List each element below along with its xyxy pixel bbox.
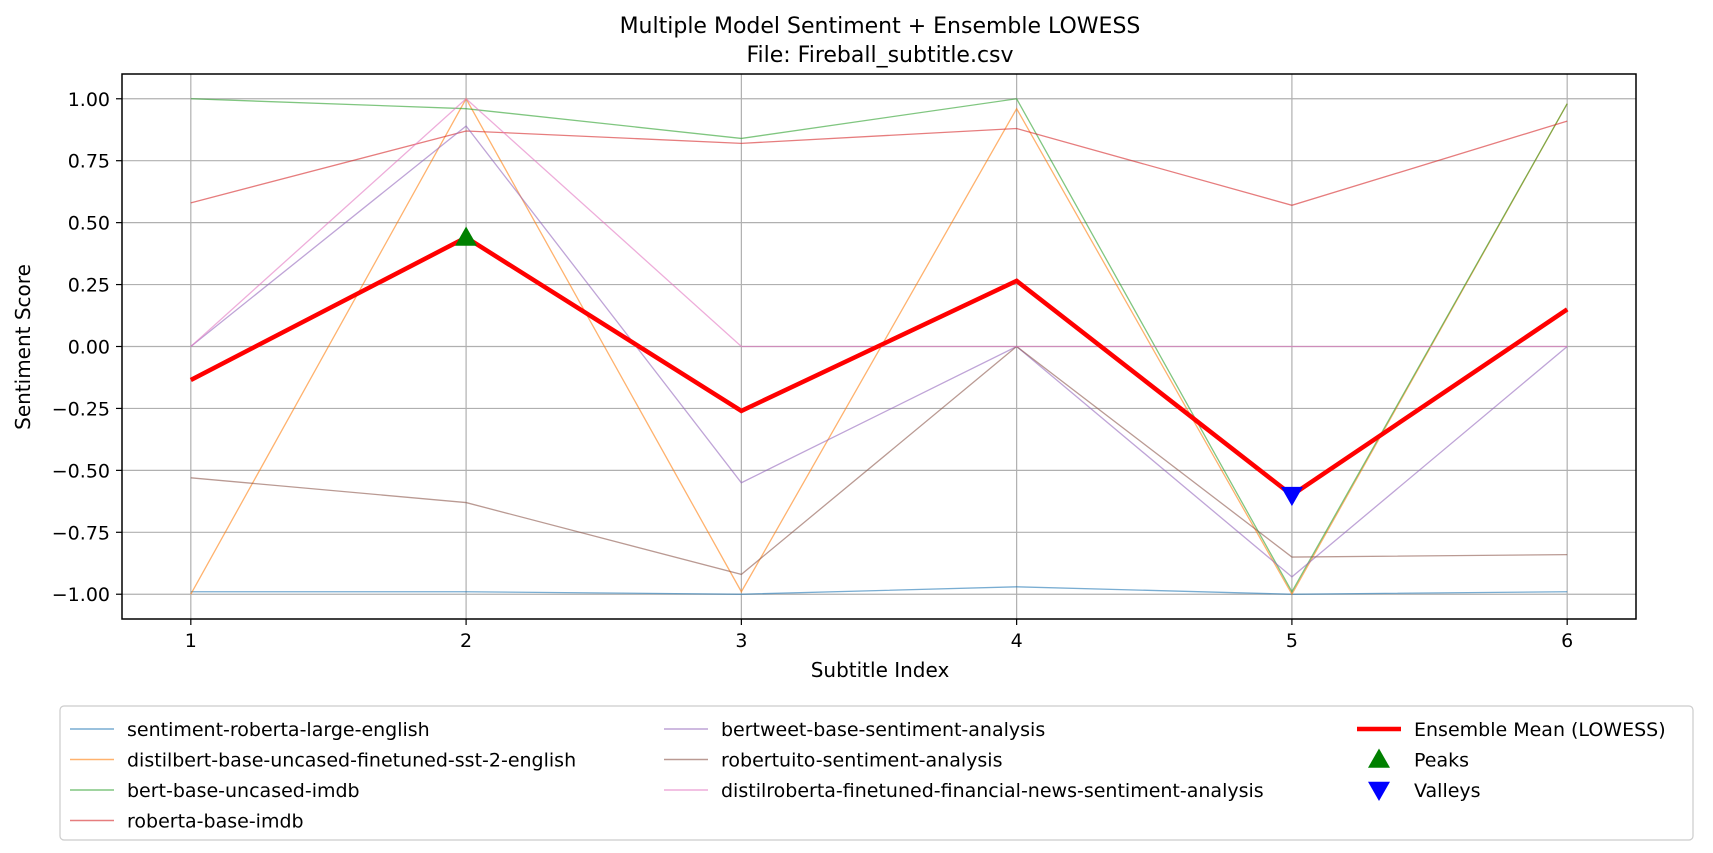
series-line — [190, 125, 1568, 578]
legend-label: Ensemble Mean (LOWESS) — [1414, 719, 1666, 741]
grid-lines — [122, 74, 1636, 619]
legend-frame — [59, 705, 1694, 841]
y-tick-label: −0.75 — [52, 522, 110, 544]
legend: sentiment-roberta-large-english distilber… — [59, 705, 1694, 841]
ensemble-line — [189, 234, 1569, 498]
y-tick-label: −0.25 — [52, 398, 110, 420]
legend-label: distilroberta-finetuned-financial-news-s… — [721, 780, 1264, 802]
legend-label: Valleys — [1414, 780, 1481, 802]
legend-label: bert-base-uncased-imdb — [127, 780, 360, 802]
y-tick-label: −0.50 — [52, 460, 110, 482]
legend-valley-swatch — [1368, 781, 1390, 801]
peak-valley-markers — [455, 226, 1303, 507]
y-axis-ticks: 1.00 0.75 0.50 0.25 0.00 −0.25 −0.50 −0.75 −1.00 — [52, 89, 122, 606]
legend-peak-swatch — [1368, 748, 1390, 768]
y-tick-label: 1.00 — [68, 89, 110, 111]
valley-marker — [1280, 486, 1303, 507]
x-tick-label: 4 — [1011, 630, 1023, 652]
x-tick-label: 5 — [1286, 630, 1298, 652]
x-tick-label: 1 — [185, 630, 197, 652]
chart-subtitle: File: Fireball_subtitle.csv — [746, 43, 1013, 68]
ensemble-mean-line — [189, 234, 1569, 498]
peak-marker — [455, 226, 478, 246]
y-tick-label: 0.00 — [68, 337, 110, 359]
x-tick-label: 2 — [460, 630, 472, 652]
legend-label: sentiment-roberta-large-english — [127, 719, 430, 741]
legend-label: roberta-base-imdb — [127, 811, 304, 833]
y-tick-label: 0.75 — [68, 151, 110, 173]
legend-label: bertweet-base-sentiment-analysis — [721, 719, 1045, 741]
series-line — [190, 98, 1568, 594]
x-tick-label: 6 — [1561, 630, 1573, 652]
legend-label: distilbert-base-uncased-finetuned-sst-2-… — [127, 750, 576, 772]
legend-label: robertuito-sentiment-analysis — [721, 750, 1002, 772]
y-tick-label: 0.50 — [68, 213, 110, 235]
legend-label: Peaks — [1414, 750, 1469, 772]
y-tick-label: −1.00 — [52, 584, 110, 606]
chart-title: Multiple Model Sentiment + Ensemble LOWE… — [620, 14, 1141, 39]
x-axis-label: Subtitle Index — [811, 658, 950, 682]
y-tick-label: 0.25 — [68, 275, 110, 297]
series-line — [190, 97, 1568, 596]
series-line — [190, 120, 1568, 206]
x-tick-label: 3 — [735, 630, 747, 652]
series-line — [190, 345, 1568, 576]
y-axis-label: Sentiment Score — [11, 264, 35, 430]
series-line — [190, 586, 1568, 595]
x-axis-ticks: 1 2 3 4 5 6 — [185, 619, 1573, 652]
